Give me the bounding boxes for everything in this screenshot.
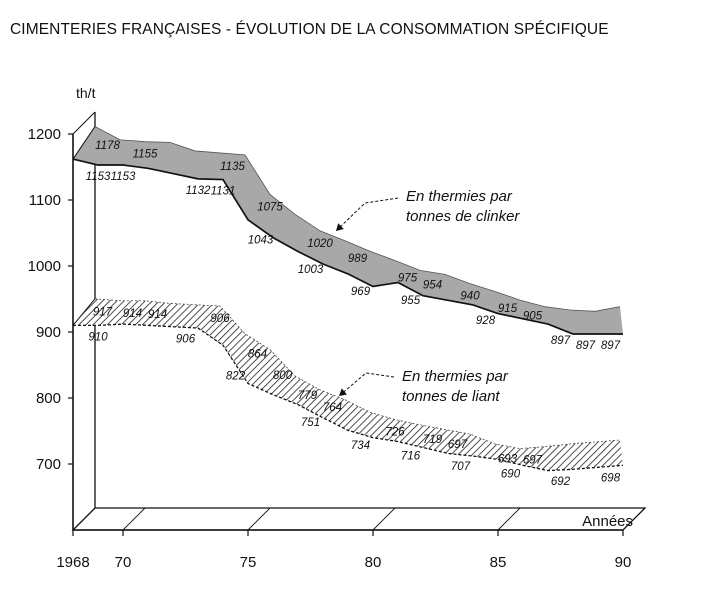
chart-annotations: En thermies par tonnes de clinker En therm… (335, 188, 520, 405)
series-0-front-label: 955 (401, 295, 421, 307)
floor-grid-line (247, 507, 271, 531)
series-0-front-label: 928 (476, 315, 496, 327)
chart-series (72, 126, 624, 472)
series-0-back-label: 1178 (95, 140, 120, 152)
y-tick-label: 1000 (28, 258, 61, 275)
series-0-front-label: 1153 (86, 171, 111, 183)
x-tick-label: 80 (365, 554, 382, 571)
chart-title: CIMENTERIES FRANÇAISES - ÉVOLUTION DE LA… (10, 21, 609, 38)
series-1-back-label: 697 (523, 455, 543, 467)
series-0-back-label: 989 (348, 253, 368, 265)
series-1-back-label: 906 (210, 313, 230, 325)
floor-grid-line (622, 507, 646, 531)
annotation-leader (335, 197, 399, 232)
series-1-back-label: 917 (93, 306, 113, 318)
series-0-front-label: 1003 (298, 264, 324, 276)
series-1-back-label: 800 (273, 370, 293, 382)
y-tick-label: 1200 (28, 126, 61, 143)
series-1-front-label: 716 (401, 451, 421, 463)
series-0-back-label: 1075 (257, 202, 283, 214)
series-1-back-label: 726 (385, 427, 405, 439)
series-1-front-label: 690 (501, 468, 521, 480)
series-0-back-label: 954 (423, 279, 442, 291)
series-1-back-label: 693 (498, 453, 518, 465)
x-tick-label: 70 (115, 554, 132, 571)
chart-data-labels: 1178 1155 1135 1075 1020 989 975 954 940 915 905 11… (86, 140, 621, 488)
y-tick-label: 1100 (29, 192, 61, 209)
series-0-end-cap (72, 126, 96, 160)
series-1-front-label: 734 (351, 440, 370, 452)
floor-grid-line (497, 507, 521, 531)
x-tick-label: 75 (240, 554, 257, 571)
series-1-front-label: 910 (88, 331, 108, 343)
series-0-back-line (94, 126, 621, 312)
y-tick-label: 700 (36, 456, 61, 473)
chart-axes: 700 800 900 1000 1100 1200 1968 70 75 80 85 90 th/t A… (28, 85, 633, 571)
series-1-back-label: 914 (148, 309, 167, 321)
series-1-back-label: 697 (448, 439, 468, 451)
series-1-front-label: 698 (601, 472, 621, 484)
series-0-back-label: 975 (398, 272, 418, 284)
series-0-front-label: 1131 (211, 186, 236, 198)
floor-grid-line (122, 507, 146, 531)
y-tick-label: 900 (36, 324, 61, 341)
y-tick-label: 800 (36, 390, 61, 407)
series-0-annotation: tonnes de clinker (406, 208, 520, 225)
series-1-back-label: 779 (298, 390, 318, 402)
series-0-front-label: 1043 (248, 235, 274, 247)
series-1-front-label: 707 (451, 461, 471, 473)
series-1-back-label: 719 (423, 434, 443, 446)
x-axis-title: Années (582, 513, 633, 530)
series-1-front-label: 822 (226, 370, 246, 382)
annotation-leader (338, 372, 395, 397)
series-0-front-line (72, 158, 623, 335)
y-axis-title: th/t (76, 85, 96, 101)
series-0-back-label: 940 (460, 291, 480, 303)
annotation-arrowhead (336, 223, 344, 231)
series-1-ribbon (73, 298, 623, 471)
series-1-front-line (73, 323, 624, 472)
series-0-back-label: 1135 (220, 161, 245, 173)
floor-plane (71, 507, 647, 531)
x-tick-label: 85 (490, 554, 507, 571)
floor-grid-line (372, 507, 396, 531)
series-0-back-label: 1155 (133, 149, 158, 161)
series-0-front-label: 969 (351, 286, 371, 298)
series-0-front-label: 1153 (111, 171, 136, 183)
series-1-front-label: 751 (301, 417, 320, 429)
series-1-back-label: 914 (123, 308, 142, 320)
series-0-annotation: En thermies par (406, 188, 513, 205)
series-1-back-label: 764 (323, 402, 342, 414)
series-0-back-label: 915 (498, 303, 518, 315)
series-1-front-label: 692 (551, 476, 571, 488)
series-0-back-label: 1020 (307, 238, 333, 250)
series-0-front-label: 897 (551, 335, 571, 347)
annotation-arrowhead (339, 388, 347, 396)
series-0-front-label: 897 (601, 340, 621, 352)
series-1-annotation: tonnes de liant (402, 388, 500, 405)
series-1-end-cap (72, 298, 96, 326)
x-tick-label: 90 (615, 554, 632, 571)
series-0-front-label: 897 (576, 340, 596, 352)
series-0-back-label: 905 (523, 310, 543, 322)
series-1-front-label: 906 (176, 333, 196, 345)
series-1-back-label: 864 (248, 349, 267, 361)
top-depth-edge (72, 111, 96, 135)
x-tick-label: 1968 (56, 554, 89, 571)
series-1-annotation: En thermies par (402, 368, 509, 385)
series-0-front-label: 1132 (186, 185, 211, 197)
